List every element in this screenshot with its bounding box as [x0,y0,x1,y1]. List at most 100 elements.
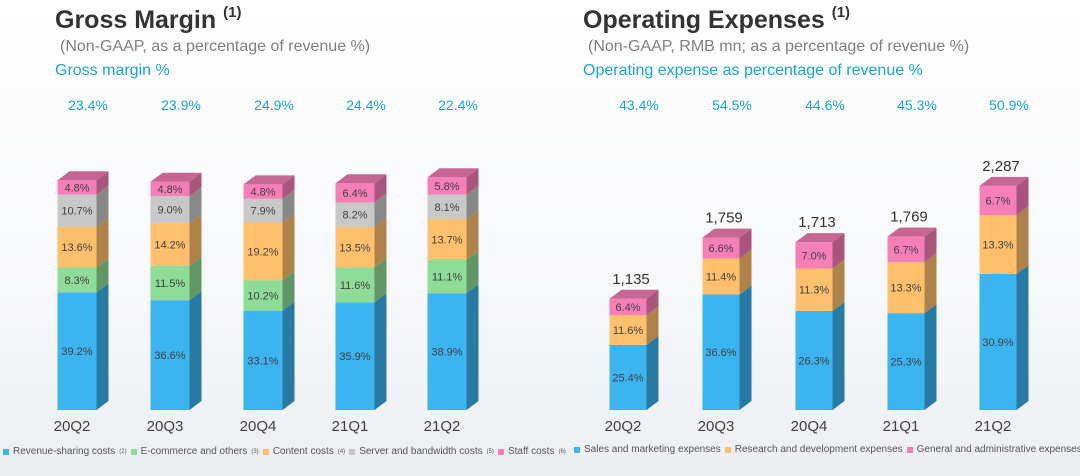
bar-segment-0-1-3 [150,196,190,224]
total-label-1-4: 2,287 [982,158,1020,175]
bar-side-0-1-3 [189,187,202,224]
bar-side-1-3-0 [924,304,937,410]
top-value-1-2: 44.6% [805,97,845,113]
bar-side-0-0-0 [96,283,109,410]
bar-top-0-3 [335,174,387,184]
bar-segment-0-4-2 [427,218,467,260]
bar-segment-0-3-1 [335,267,375,303]
bar-segment-0-4-3 [427,194,467,219]
bar-segment-1-3-2 [887,236,925,263]
total-label-1-0: 1,135 [612,271,650,288]
legend-swatch [574,446,580,453]
segment-label-1-4-1: 13.3% [982,240,1013,252]
legend-note: (2) [119,448,127,455]
segment-label-0-1-0: 36.6% [154,350,185,362]
segment-label-0-2-0: 33.1% [247,355,278,367]
segment-label-0-0-2: 13.6% [61,242,92,254]
bar-segment-0-2-0 [243,310,283,410]
bar-segment-1-1-1 [702,258,740,295]
bar-side-0-2-4 [282,175,295,199]
category-label-0-2: 20Q4 [240,418,277,435]
segment-label-1-1-2: 6.6% [708,243,733,255]
segment-label-0-2-3: 7.9% [250,206,275,218]
opex-subtitle: (Non-GAAP, RMB mn; as a percentage of re… [588,38,970,55]
gross-margin-metric-label: Gross margin % [55,62,170,79]
bar-top-0-2 [243,175,295,185]
bar-side-0-2-3 [282,189,295,223]
top-value-0-1: 23.9% [161,97,201,113]
segment-label-1-4-2: 6.7% [985,196,1010,208]
bar-segment-1-4-2 [979,185,1017,216]
bar-segment-0-1-1 [150,265,190,301]
bar-top-1-3 [887,227,937,237]
segment-label-0-3-4: 6.4% [342,188,367,200]
segment-label-0-1-1: 11.5% [155,278,186,290]
segment-label-0-0-3: 10.7% [61,206,92,218]
bar-side-0-1-2 [189,214,202,266]
bar-segment-1-0-0 [609,344,647,410]
bar-side-1-1-2 [739,228,752,259]
bar-side-0-0-1 [96,258,109,293]
segment-label-0-4-1: 11.1% [432,272,463,284]
top-value-0-4: 22.4% [438,97,478,113]
bar-segment-1-3-1 [887,262,925,314]
bar-side-1-2-1 [832,259,845,312]
category-label-1-2: 20Q4 [791,418,828,435]
bar-segment-1-1-0 [702,294,740,410]
bar-side-0-1-0 [189,291,202,410]
legend-label: Staff costs [507,446,555,457]
bar-segment-0-4-0 [427,293,467,410]
bar-side-0-2-2 [282,213,295,281]
segment-label-1-0-2: 6.4% [615,302,640,314]
opex-legend: Sales and marketing expenses Research and… [574,444,1080,455]
bar-top-1-1 [702,228,752,238]
segment-label-0-2-4: 4.8% [250,187,275,199]
legend-item: Research and development expenses [724,444,903,455]
legend-label: General and administrative expenses [916,444,1080,455]
bar-segment-0-2-1 [243,280,283,311]
bar-side-0-3-3 [374,193,387,227]
top-value-1-0: 43.4% [619,97,659,113]
bar-side-1-3-2 [924,227,937,263]
bar-side-1-1-0 [739,285,752,410]
bar-side-1-4-2 [1016,176,1029,216]
bar-top-0-0 [57,171,109,181]
legend-swatch [497,448,504,455]
top-value-1-3: 45.3% [897,97,937,113]
bar-top-0-4 [427,168,479,178]
legend-swatch [906,446,913,453]
top-value-1-1: 54.5% [712,97,752,113]
bar-side-0-4-3 [466,185,479,219]
category-label-1-3: 21Q1 [883,418,920,435]
bar-segment-0-3-2 [335,227,375,268]
segment-label-0-4-4: 5.8% [434,181,459,193]
bar-side-0-1-4 [189,172,202,197]
gross-margin-title: Gross Margin (1) [55,4,242,34]
bar-top-1-4 [979,176,1029,186]
bar-segment-1-0-1 [609,315,647,345]
legend-label: Content costs [272,446,334,457]
bar-segment-1-3-0 [887,313,925,410]
segment-label-1-0-0: 25.4% [612,372,643,384]
gross-margin-legend: Revenue-sharing costs (2) E-commerce and o… [3,446,566,457]
total-label-1-3: 1,769 [890,209,928,226]
category-label-0-4: 21Q2 [424,418,461,435]
category-label-0-0: 20Q2 [54,418,91,435]
bar-side-0-2-0 [282,301,295,410]
bar-side-0-3-0 [374,293,387,410]
legend-label: Research and development expenses [734,444,903,455]
segment-label-0-1-3: 9.0% [157,205,182,217]
category-label-1-4: 21Q2 [975,418,1012,435]
bar-side-0-3-4 [374,174,387,203]
bar-side-1-3-1 [924,253,937,314]
opex-title: Operating Expenses (1) [583,4,851,34]
opex-metric-label: Operating expense as percentage of reven… [583,62,923,79]
bar-segment-1-2-1 [795,268,833,312]
segment-label-0-4-2: 13.7% [431,234,462,246]
bar-top-1-0 [609,289,659,299]
bar-side-1-0-2 [646,289,659,316]
segment-label-0-4-3: 8.1% [434,202,459,214]
bar-segment-0-3-4 [335,183,375,203]
bar-segment-0-0-0 [57,292,97,410]
bar-segment-0-1-0 [150,300,190,410]
